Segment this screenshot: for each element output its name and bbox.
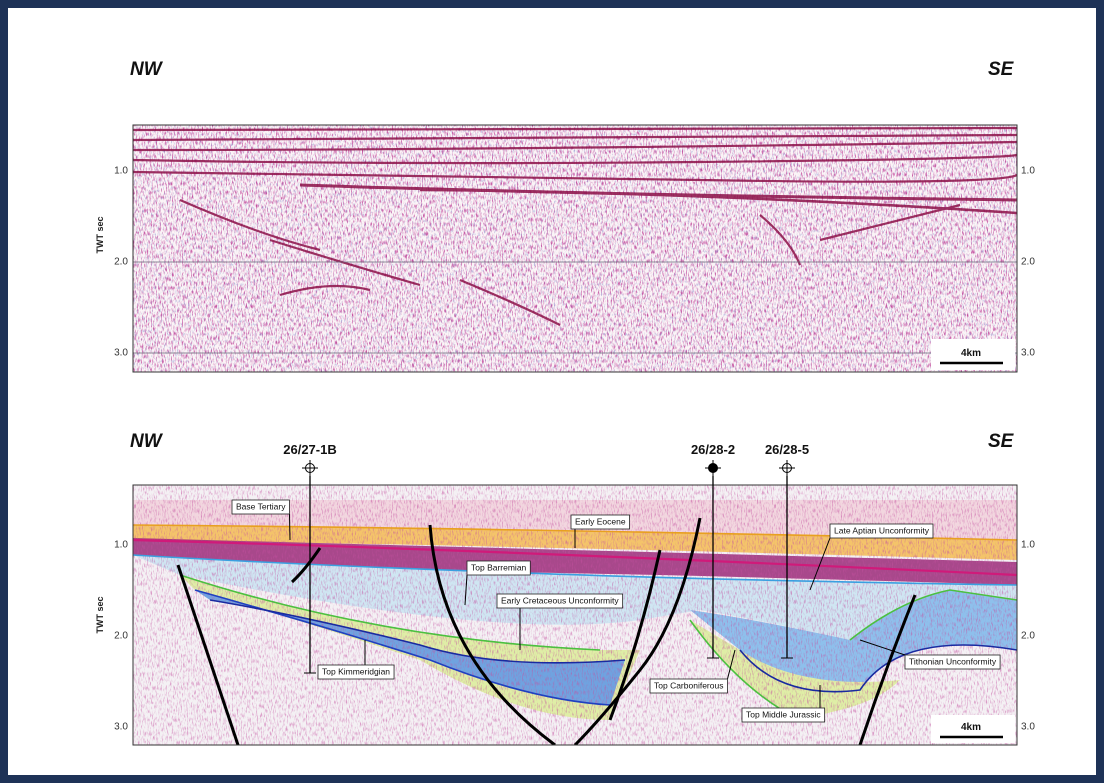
scale-label: 4km xyxy=(961,722,981,733)
direction-left: NW xyxy=(130,59,164,80)
well-label: 26/28-5 xyxy=(765,442,809,457)
direction-right: SE xyxy=(988,431,1015,452)
horizon-label: Early Cretaceous Unconformity xyxy=(501,595,619,605)
tick-label: 3.0 xyxy=(114,722,128,733)
tick-label: 3.0 xyxy=(1021,348,1035,359)
leader-line xyxy=(289,514,290,540)
tick-label: 3.0 xyxy=(1021,722,1035,733)
scale-label: 4km xyxy=(961,348,981,359)
horizon-label: Top Barremian xyxy=(471,562,527,572)
horizon-label: Base Tertiary xyxy=(236,501,286,511)
tick-label: 2.0 xyxy=(114,257,128,268)
tick-label: 1.0 xyxy=(1021,166,1035,177)
tick-label: 2.0 xyxy=(114,631,128,642)
tick-label: 3.0 xyxy=(114,348,128,359)
horizon-label: Top Middle Jurassic xyxy=(746,709,821,719)
tick-label: 1.0 xyxy=(114,166,128,177)
horizon-label: Early Eocene xyxy=(575,516,626,526)
page: {"panels":[ {"left":"NW","right":"SE","a… xyxy=(0,0,1104,783)
horizon-label: Top Carboniferous xyxy=(654,680,723,690)
tick-label: 2.0 xyxy=(1021,631,1035,642)
well-label: 26/27-1B xyxy=(283,442,336,457)
figure: NW SE TWT sec 1.0 2.0 3.0 1.0 2.0 3.0 4k… xyxy=(0,0,1104,783)
tick-label: 2.0 xyxy=(1021,257,1035,268)
direction-left: NW xyxy=(130,431,164,452)
horizon-label: Top Kimmeridgian xyxy=(322,666,390,676)
seismic-top xyxy=(133,125,1017,372)
horizon-label: Tithonian Unconformity xyxy=(909,656,997,666)
axis-label: TWT sec xyxy=(95,596,105,633)
direction-right: SE xyxy=(988,59,1015,80)
axis-label: TWT sec xyxy=(95,216,105,253)
tick-label: 1.0 xyxy=(114,540,128,551)
horizon-label: Late Aptian Unconformity xyxy=(834,525,930,535)
well-label: 26/28-2 xyxy=(691,442,735,457)
tick-label: 1.0 xyxy=(1021,540,1035,551)
